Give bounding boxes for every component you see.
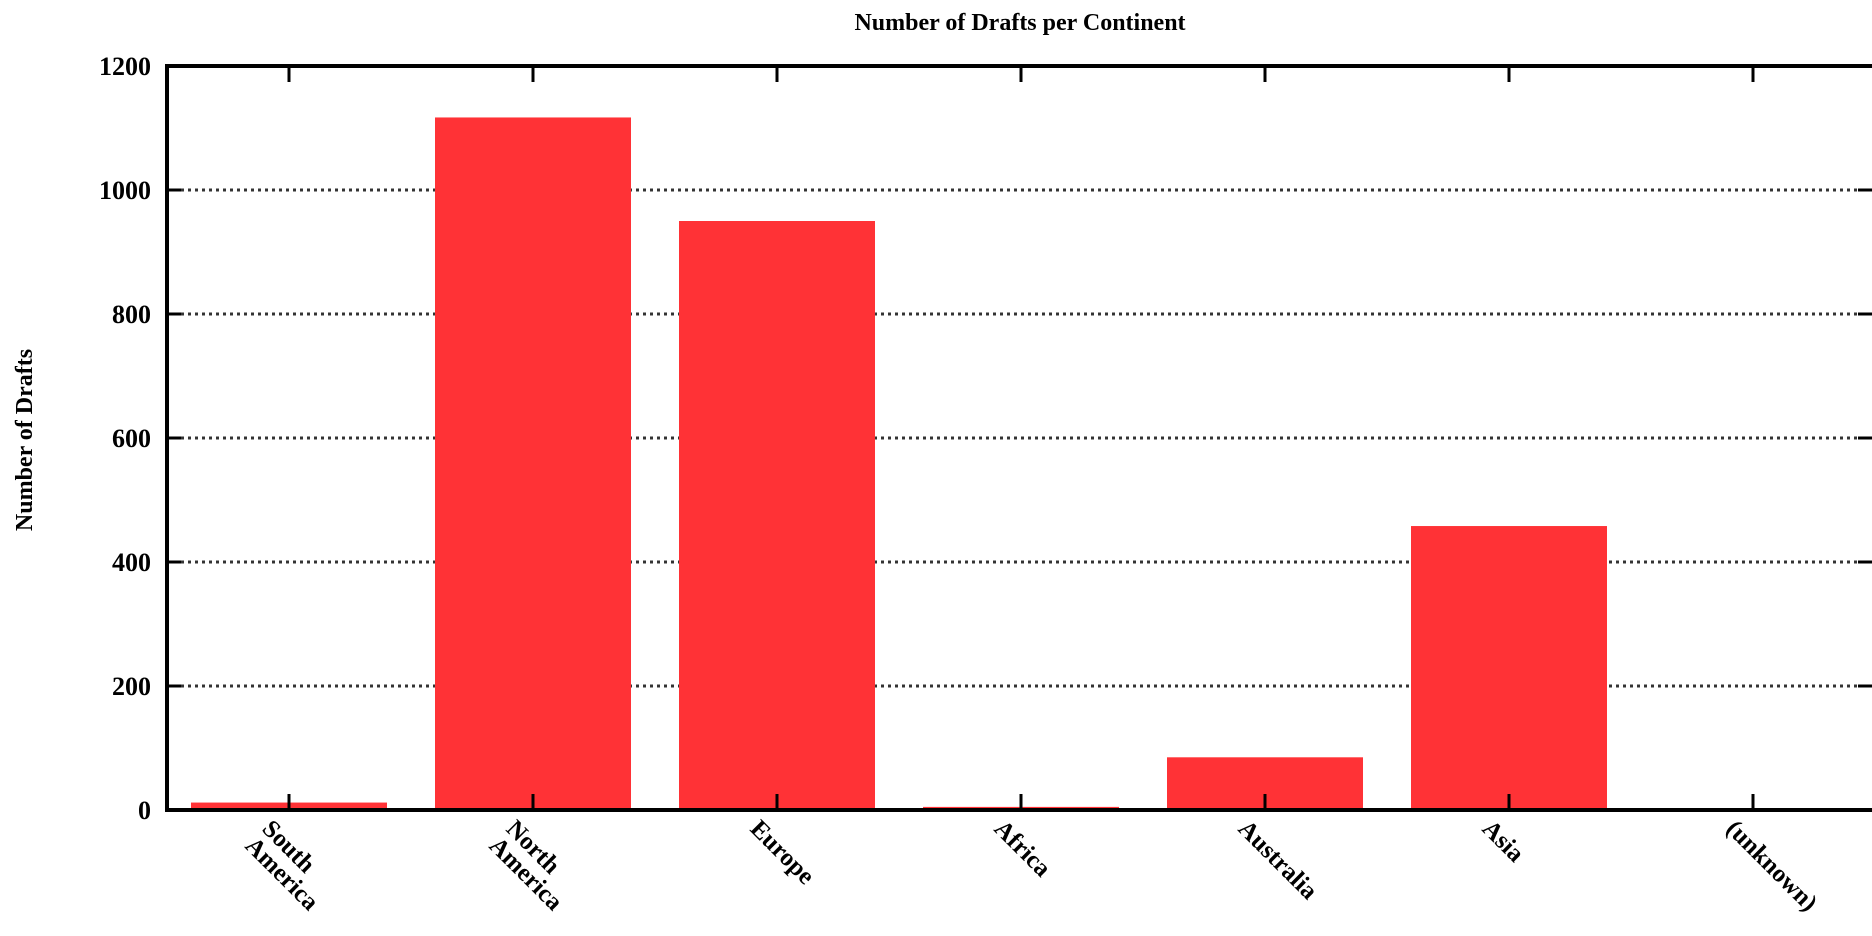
y-tick-label: 600 <box>112 424 151 453</box>
y-tick-label: 400 <box>112 548 151 577</box>
chart-title: Number of Drafts per Continent <box>854 10 1185 36</box>
y-tick-label: 200 <box>112 672 151 701</box>
y-tick-label: 0 <box>138 796 151 825</box>
bar <box>1411 526 1607 810</box>
y-tick-label: 800 <box>112 300 151 329</box>
bar <box>679 221 875 810</box>
y-axis-label: Number of Drafts <box>12 349 38 531</box>
bar <box>435 117 631 810</box>
bars <box>191 117 1607 810</box>
y-tick-label: 1200 <box>99 52 151 81</box>
y-tick-label: 1000 <box>99 176 151 205</box>
y-axis-ticks: 0 200 400 600 800 1000 1200 <box>99 52 1872 825</box>
